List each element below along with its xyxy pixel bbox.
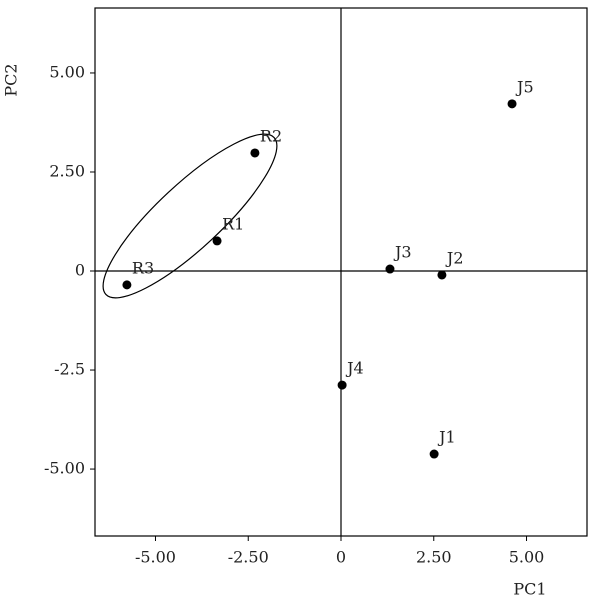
y-axis-label: PC2 bbox=[2, 63, 21, 96]
point-label: R3 bbox=[132, 258, 154, 277]
point-label: J1 bbox=[437, 428, 456, 447]
y-tick-label: -5.00 bbox=[44, 459, 85, 478]
point bbox=[429, 449, 439, 459]
point bbox=[122, 280, 132, 290]
x-axis-label: PC1 bbox=[513, 580, 546, 598]
point-label: R1 bbox=[222, 214, 244, 233]
point bbox=[212, 236, 222, 246]
x-tick-label: 5.00 bbox=[509, 548, 545, 567]
point bbox=[337, 380, 347, 390]
point-label: J4 bbox=[345, 359, 364, 378]
x-tick-label: -2.50 bbox=[228, 548, 269, 567]
point bbox=[385, 264, 395, 274]
y-tick-label: 5.00 bbox=[49, 62, 85, 81]
group-ellipse bbox=[102, 133, 278, 299]
y-tick-label: 0 bbox=[75, 261, 85, 280]
point bbox=[437, 270, 447, 280]
y-tick-label: 2.50 bbox=[49, 161, 85, 180]
x-tick-label: 0 bbox=[336, 548, 346, 567]
point-label: J2 bbox=[445, 248, 464, 267]
point-label: J3 bbox=[393, 243, 412, 262]
point bbox=[250, 148, 260, 158]
y-tick-label: -2.5 bbox=[54, 360, 85, 379]
point bbox=[507, 99, 517, 109]
point-label: J5 bbox=[515, 77, 534, 96]
point-label: R2 bbox=[260, 126, 282, 145]
x-tick-label: 2.50 bbox=[416, 548, 452, 567]
x-tick-label: -5.00 bbox=[135, 548, 176, 567]
